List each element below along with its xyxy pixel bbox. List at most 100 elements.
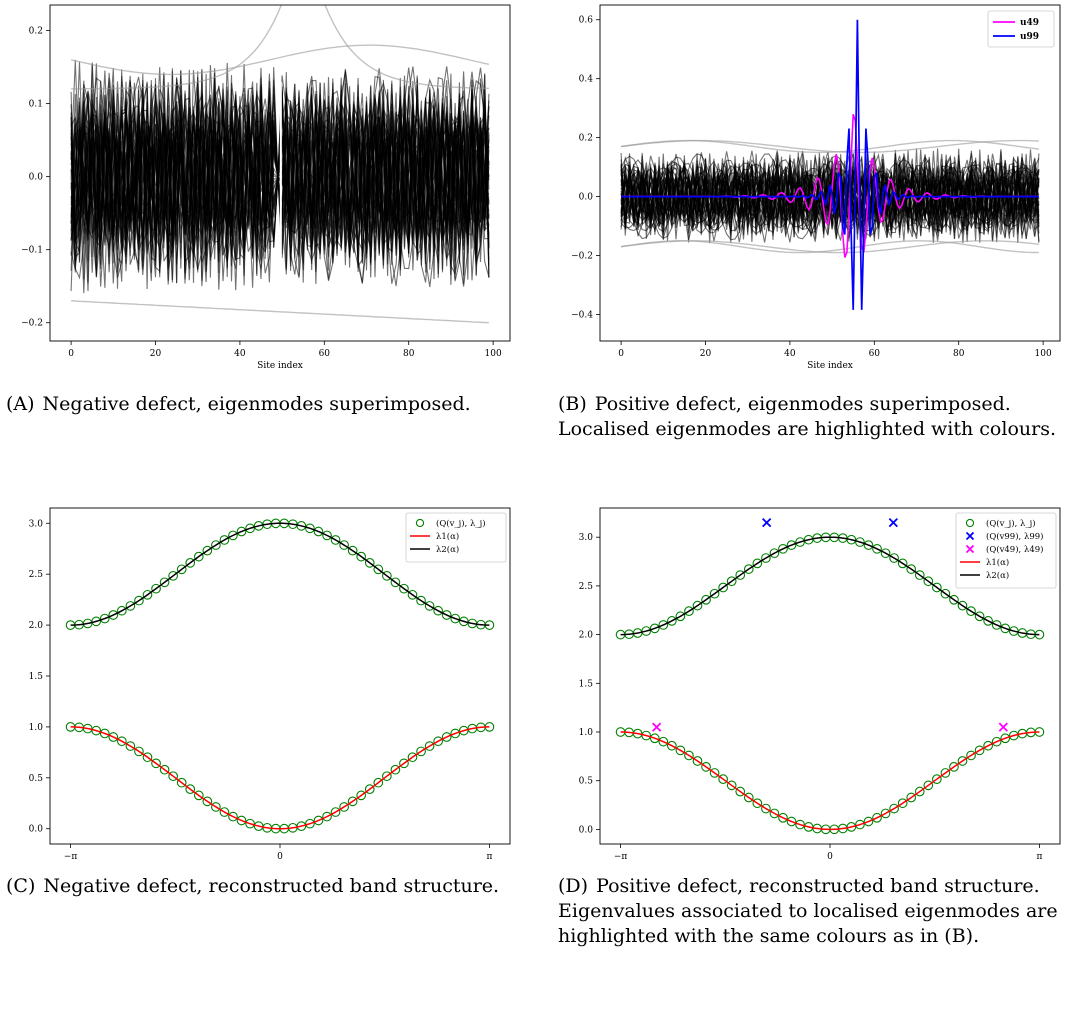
eigenmode-trace (620, 150, 1040, 243)
data-point-band2 (245, 523, 255, 534)
data-point-band2 (872, 543, 882, 554)
data-point-band2 (211, 540, 221, 550)
data-point-band1 (176, 777, 187, 788)
data-point-band1 (159, 764, 170, 775)
data-point-band2 (91, 616, 102, 627)
y-tick-label: 2.5 (579, 582, 594, 592)
y-tick-label: 0.0 (579, 193, 594, 203)
series-u99-line (621, 19, 1039, 310)
legend-label: u99 (1020, 32, 1039, 42)
data-point-band2 (125, 601, 136, 611)
legend-swatch (965, 531, 975, 541)
data-point-band2 (236, 526, 247, 537)
legend-label: (Q(v_j), λ_j) (986, 518, 1036, 529)
legend-swatch (965, 544, 975, 554)
caption-a-text: Negative defect, eigenmodes superimposed… (42, 393, 471, 415)
x-tick-label: 60 (319, 349, 331, 359)
data-point-band2 (108, 610, 119, 620)
legend-label: (Q(v_j), λ_j) (436, 518, 486, 529)
data-point-band2 (974, 611, 985, 622)
legend-label: λ2(α) (986, 570, 1009, 581)
caption-c-label: (C) (6, 875, 36, 897)
smooth-eigenmode (71, 5, 489, 90)
data-point-band1 (108, 732, 119, 742)
localized-eigenvalue-marker (762, 517, 772, 528)
y-tick-label: 1.5 (29, 672, 44, 682)
data-point-band2 (940, 588, 951, 599)
data-point-band2 (99, 613, 110, 624)
legend-box (987, 10, 1055, 48)
y-tick-label: 0.0 (29, 825, 44, 835)
x-tick-label: 40 (234, 349, 246, 359)
data-point-band1 (441, 732, 452, 742)
data-point-band1 (305, 818, 315, 829)
data-point-band1 (125, 741, 136, 751)
data-point-band2 (667, 616, 677, 626)
panel-d: −π 0 π 0.0 0.5 1.0 1.5 2.0 2.5 3.0 (Q(v_j), λ_j) (Q… (579, 507, 1061, 860)
caption-b-text: Positive defect, eigenmodes superimposed… (558, 393, 1056, 440)
plot-area-c (65, 518, 495, 834)
data-point-band1 (382, 771, 392, 782)
data-point-band1 (649, 733, 660, 744)
plot-area-d (615, 532, 1045, 835)
data-point-band1 (236, 815, 247, 826)
y-tick-label: 0.1 (29, 100, 43, 110)
series-lambda1-line (70, 726, 490, 830)
data-point-band2 (735, 570, 746, 580)
y-tick-label: 2.5 (29, 570, 44, 580)
data-point-band2 (778, 543, 788, 554)
smooth-eigenmode (70, 44, 490, 76)
data-point-band2 (382, 570, 392, 581)
y-tick-label: 0.0 (579, 825, 594, 835)
data-point-band2 (649, 623, 660, 634)
y-tick-label: 1.0 (29, 723, 44, 733)
data-point-band1 (983, 740, 993, 751)
data-point-band2 (906, 564, 917, 574)
y-tick-label: 0.6 (579, 16, 594, 26)
data-point-band2 (1000, 623, 1011, 634)
data-point-band1 (134, 746, 144, 757)
y-tick-label: 2.0 (29, 621, 44, 631)
data-point-band2 (117, 605, 127, 616)
data-point-band2 (339, 540, 349, 550)
x-tick-label: 0 (68, 349, 74, 359)
smooth-eigenmode (621, 240, 1039, 254)
data-point-band1 (940, 768, 951, 778)
legend-swatch (965, 518, 975, 528)
legend-label: (Q(v99), λ99) (986, 531, 1043, 542)
data-point-band1 (846, 822, 857, 832)
caption-a: (A) Negative defect, eigenmodes superimpo… (6, 392, 516, 417)
data-point-band2 (743, 564, 754, 574)
data-point-band2 (185, 558, 196, 568)
data-point-band1 (407, 752, 418, 763)
data-point-band1 (296, 821, 307, 831)
y-tick-label: 1.5 (579, 679, 594, 689)
data-point-band2 (202, 545, 213, 556)
legend-label: λ2(α) (436, 544, 459, 555)
legend-label: u49 (1020, 18, 1039, 28)
caption-d-text: Positive defect, reconstructed band stru… (558, 875, 1058, 947)
caption-c: (C) Negative defect, reconstructed band s… (6, 874, 516, 899)
caption-c-text: Negative defect, reconstructed band stru… (43, 875, 500, 897)
data-point-band1 (322, 811, 332, 822)
data-point-band2 (347, 545, 358, 556)
caption-d: (D) Positive defect, reconstructed band s… (558, 874, 1068, 949)
data-point-band1 (658, 736, 669, 747)
y-tick-label: 0.4 (579, 75, 594, 85)
legend-label: λ1(α) (436, 531, 459, 542)
data-point-band1 (709, 768, 720, 778)
y-tick-label: −0.2 (21, 319, 43, 329)
data-point-band2 (957, 600, 968, 611)
data-point-band2 (752, 558, 763, 569)
data-point-band1 (692, 756, 703, 766)
legend-box (405, 512, 507, 563)
data-point-band1 (889, 803, 899, 814)
data-point-band1 (356, 790, 367, 801)
y-tick-label: 0.5 (29, 774, 44, 784)
data-point-band1 (769, 808, 780, 819)
data-point-band2 (769, 548, 780, 559)
data-point-band2 (322, 530, 332, 541)
data-point-band1 (390, 764, 401, 775)
data-point-band2 (330, 535, 341, 545)
data-point-band1 (957, 756, 968, 766)
